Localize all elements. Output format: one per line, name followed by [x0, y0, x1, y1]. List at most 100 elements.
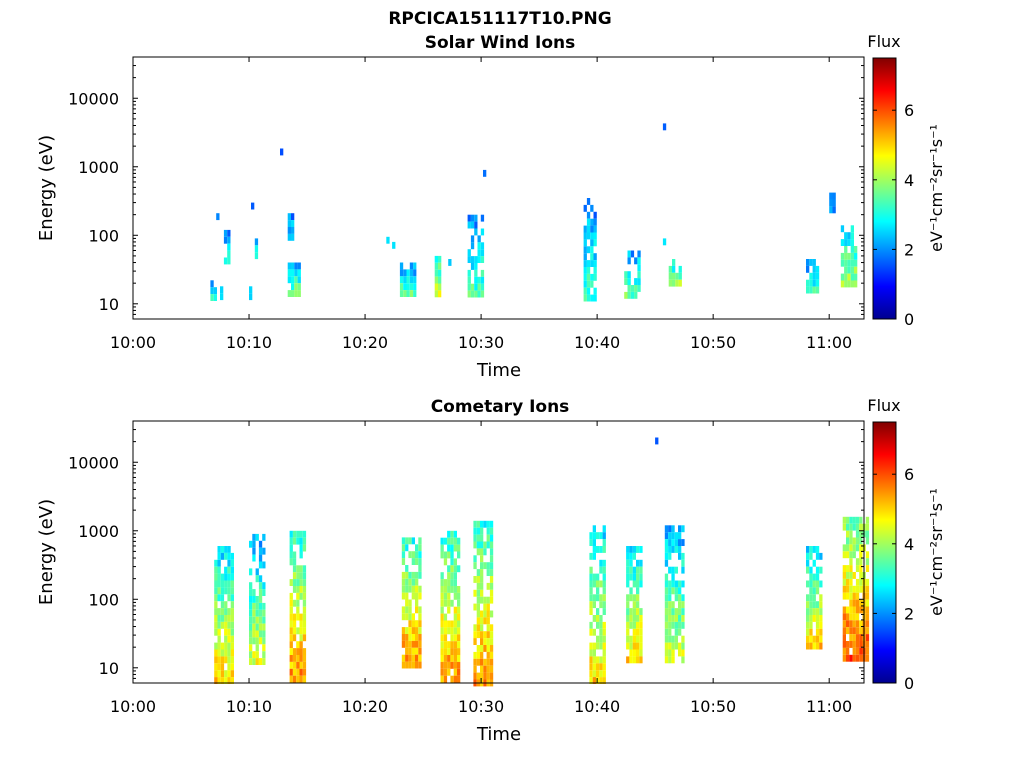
spectrogram-cell [224, 670, 228, 678]
spectrogram-cell [447, 599, 451, 607]
spectrogram-cell [846, 523, 850, 531]
spectrogram-cell [292, 572, 297, 580]
spectrogram-cell [220, 580, 225, 588]
spectrogram-cell [599, 566, 603, 574]
spectrogram-cell [224, 649, 228, 657]
spectrogram-cell [415, 585, 419, 593]
spectrogram-cell [249, 596, 253, 603]
spectrogram-cell [255, 533, 259, 541]
spectrogram-cell [473, 527, 477, 535]
spectrogram-cell [586, 198, 591, 205]
spectrogram-cell [819, 628, 823, 636]
spectrogram-cell [287, 220, 291, 227]
spectrogram-cell [630, 250, 635, 258]
spectrogram-cell [583, 253, 587, 261]
spectrogram-cell [678, 608, 682, 615]
spectrogram-cell [599, 677, 603, 684]
spectrogram-cell [854, 246, 858, 253]
spectrogram-cell [624, 291, 628, 299]
spectrogram-cell [809, 573, 813, 581]
spectrogram-cell [815, 621, 820, 629]
spectrogram-cell [299, 586, 303, 593]
spectrogram-cell [480, 624, 484, 632]
spectrogram-cell [596, 608, 600, 615]
spectrogram-cell [489, 562, 494, 570]
spectrogram-cell [681, 635, 685, 643]
spectrogram-cell [415, 551, 419, 559]
spectrogram-cell [583, 246, 587, 254]
spectrogram-cell [220, 608, 225, 615]
spectrogram-cell [865, 516, 870, 524]
spectrogram-cell [470, 283, 475, 291]
spectrogram-cell [483, 548, 487, 556]
spectrogram-cell [674, 608, 678, 615]
spectrogram-cell [592, 663, 596, 671]
spectrogram-cell [224, 587, 228, 595]
spectrogram-cell [627, 250, 631, 258]
spectrogram-cell [443, 592, 448, 600]
spectrogram-cell [865, 599, 870, 607]
spectrogram-cell [440, 544, 444, 552]
spectrogram-cell [450, 634, 454, 642]
spectrogram-cell [602, 628, 606, 636]
spectrogram-cell [483, 638, 487, 645]
spectrogram-cell [217, 621, 221, 629]
spectrogram-cell [664, 615, 669, 622]
spectrogram-cell [483, 645, 487, 652]
spectrogram-cell [302, 634, 307, 642]
spectrogram-cell [302, 544, 307, 552]
spectrogram-cell [227, 573, 231, 581]
spectrogram-cell [636, 601, 640, 609]
spectrogram-cell [678, 272, 682, 280]
spectrogram-cell [258, 575, 263, 583]
spectrogram-cell [596, 580, 600, 588]
spectrogram-cell [586, 287, 591, 295]
spectrogram-cell [671, 615, 675, 622]
spectrogram-cell [626, 628, 630, 636]
spectrogram-cell [230, 677, 234, 684]
spectrogram-cell [809, 552, 813, 560]
spectrogram-cell [489, 651, 494, 659]
spectrogram-cell [292, 661, 297, 669]
spectrogram-cell [230, 559, 234, 567]
spectrogram-cell [627, 285, 631, 292]
spectrogram-cell [258, 658, 263, 665]
spectrogram-cell [450, 599, 454, 607]
spectrogram-cell [632, 608, 636, 615]
spectrogram-cell [224, 615, 228, 622]
spectrogram-cell [840, 259, 845, 267]
spectrogram-cell [681, 594, 685, 602]
spectrogram-cell [302, 661, 307, 669]
spectrogram-cell [678, 601, 682, 609]
spectrogram-cell [457, 661, 461, 669]
spectrogram-cell [438, 276, 442, 284]
spectrogram-cell [220, 552, 225, 560]
spectrogram-cell [596, 621, 600, 629]
spectrogram-cell [258, 596, 263, 603]
spectrogram-cell [602, 635, 606, 643]
spectrogram-cell [415, 558, 419, 565]
spectrogram-cell [674, 566, 678, 574]
spectrogram-cell [299, 655, 303, 662]
spectrogram-cell [292, 530, 297, 538]
spectrogram-cell [440, 551, 444, 559]
spectrogram-cell [806, 546, 810, 553]
spectrogram-cell [590, 218, 594, 226]
spectrogram-cell [415, 599, 419, 607]
spectrogram-cell [678, 279, 682, 287]
spectrogram-cell [401, 634, 406, 641]
spectrogram-cell [227, 628, 231, 636]
spectrogram-cell [589, 532, 593, 540]
spectrogram-cell [842, 627, 846, 635]
spectrogram-cell [681, 656, 685, 664]
spectrogram-cell [583, 267, 587, 274]
spectrogram-cell [411, 558, 415, 565]
spectrogram-cell [418, 654, 422, 662]
spectrogram-cell [846, 516, 850, 524]
spectrogram-cell [671, 532, 675, 540]
spectrogram-cell [483, 610, 487, 618]
spectrogram-cell [806, 279, 810, 287]
spectrogram-cell [483, 169, 487, 177]
spectrogram-cell [299, 565, 303, 573]
spectrogram-cell [227, 229, 231, 237]
